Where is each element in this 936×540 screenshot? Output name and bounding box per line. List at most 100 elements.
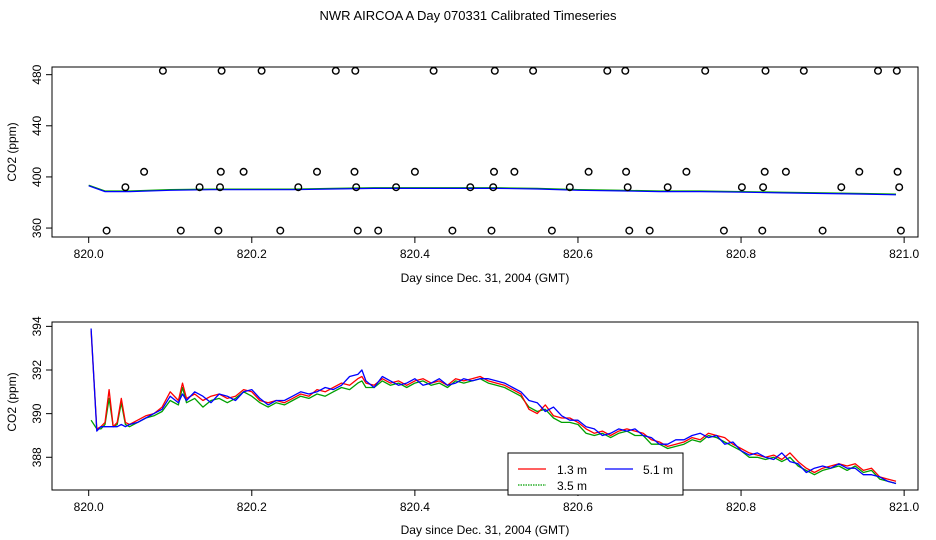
x-tick-label: 820.6	[563, 500, 593, 514]
x-tick-label: 821.0	[889, 500, 919, 514]
scatter-point	[374, 226, 383, 235]
scatter-point	[896, 226, 905, 235]
legend-label-1-3m: 1.3 m	[557, 463, 587, 477]
scatter-point	[239, 167, 248, 176]
scatter-point	[758, 226, 767, 235]
x-tick-label: 820.2	[237, 247, 267, 261]
y-tick-label: 400	[30, 167, 44, 187]
scatter-point	[176, 226, 185, 235]
top-y-axis: 360 400 440 480	[30, 64, 52, 238]
scatter-point	[761, 66, 770, 75]
scatter-point	[217, 66, 226, 75]
scatter-point	[353, 226, 362, 235]
scatter-point	[102, 226, 111, 235]
series-line-3-5-m	[90, 378, 897, 485]
top-x-axis: 820.0 820.2 820.4 820.6 820.8 821.0	[74, 237, 919, 261]
x-tick-label: 820.2	[237, 500, 267, 514]
y-tick-label: 392	[30, 360, 44, 380]
scatter-point	[855, 167, 864, 176]
scatter-point	[622, 167, 631, 176]
scatter-point	[895, 183, 904, 192]
scatter-point	[623, 183, 632, 192]
scatter-point	[529, 66, 538, 75]
scatter-point	[565, 183, 574, 192]
scatter-point	[352, 183, 361, 192]
y-tick-label: 394	[30, 316, 44, 336]
scatter-point	[547, 226, 556, 235]
x-tick-label: 820.0	[74, 500, 104, 514]
bottom-x-axis-label: Day since Dec. 31, 2004 (GMT)	[401, 523, 570, 537]
x-tick-label: 820.0	[74, 247, 104, 261]
scatter-point	[331, 66, 340, 75]
y-tick-label: 388	[30, 447, 44, 467]
scatter-point	[121, 183, 130, 192]
scatter-point	[158, 66, 167, 75]
scatter-point	[313, 167, 322, 176]
scatter-point	[490, 167, 499, 176]
scatter-point	[818, 226, 827, 235]
scatter-point	[350, 167, 359, 176]
scatter-point	[682, 167, 691, 176]
top-data-marks	[88, 66, 905, 235]
scatter-point	[489, 183, 498, 192]
top-scatter-panel: 820.0 820.2 820.4 820.6 820.8 821.0 360 400 440…	[5, 64, 919, 285]
scatter-point	[781, 167, 790, 176]
series-line-5-1-m	[90, 328, 897, 485]
bottom-line-panel: 820.0 820.2 820.4 820.6 820.8 821.0 388 390 392…	[5, 316, 919, 537]
scatter-point	[429, 66, 438, 75]
scatter-point	[487, 226, 496, 235]
scatter-point	[837, 183, 846, 192]
x-tick-label: 820.8	[726, 500, 756, 514]
scatter-point	[584, 167, 593, 176]
scatter-point	[216, 167, 225, 176]
scatter-point	[215, 183, 224, 192]
y-tick-label: 440	[30, 115, 44, 135]
top-plot-frame	[51, 66, 919, 238]
scatter-point	[874, 66, 883, 75]
top-series-line-blue	[88, 185, 897, 196]
scatter-point	[799, 66, 808, 75]
bottom-x-axis: 820.0 820.2 820.4 820.6 820.8 821.0	[74, 490, 919, 514]
bottom-y-axis: 388 390 392 394	[30, 316, 52, 467]
top-y-axis-label: CO2 (ppm)	[5, 122, 19, 181]
bottom-y-axis-label: CO2 (ppm)	[5, 372, 19, 431]
legend: 1.3 m 5.1 m 3.5 m	[507, 452, 684, 496]
legend-label-3-5m: 3.5 m	[557, 479, 587, 493]
x-tick-label: 820.8	[726, 247, 756, 261]
scatter-point	[214, 226, 223, 235]
legend-box	[507, 452, 684, 496]
scatter-point	[466, 183, 475, 192]
x-tick-label: 820.4	[400, 247, 430, 261]
scatter-point	[663, 183, 672, 192]
scatter-point	[603, 66, 612, 75]
bottom-data-marks	[90, 328, 897, 485]
scatter-point	[140, 167, 149, 176]
top-x-axis-label: Day since Dec. 31, 2004 (GMT)	[401, 271, 570, 285]
scatter-point	[410, 167, 419, 176]
scatter-point	[645, 226, 654, 235]
scatter-point	[510, 167, 519, 176]
scatter-point	[719, 226, 728, 235]
page-title: NWR AIRCOA A Day 070331 Calibrated Times…	[319, 8, 617, 23]
scatter-point	[490, 66, 499, 75]
x-tick-label: 821.0	[889, 247, 919, 261]
scatter-point	[276, 226, 285, 235]
scatter-point	[448, 226, 457, 235]
x-tick-label: 820.6	[563, 247, 593, 261]
scatter-point	[294, 183, 303, 192]
scatter-point	[392, 183, 401, 192]
scatter-point	[257, 66, 266, 75]
legend-label-5-1m: 5.1 m	[643, 463, 673, 477]
x-tick-label: 820.4	[400, 500, 430, 514]
scatter-point	[351, 66, 360, 75]
scatter-point	[621, 66, 630, 75]
scatter-point	[737, 183, 746, 192]
bottom-plot-frame	[51, 321, 919, 491]
scatter-point	[625, 226, 634, 235]
scatter-point	[701, 66, 710, 75]
scatter-point	[759, 183, 768, 192]
y-tick-label: 480	[30, 64, 44, 84]
scatter-point	[195, 183, 204, 192]
y-tick-label: 390	[30, 403, 44, 423]
